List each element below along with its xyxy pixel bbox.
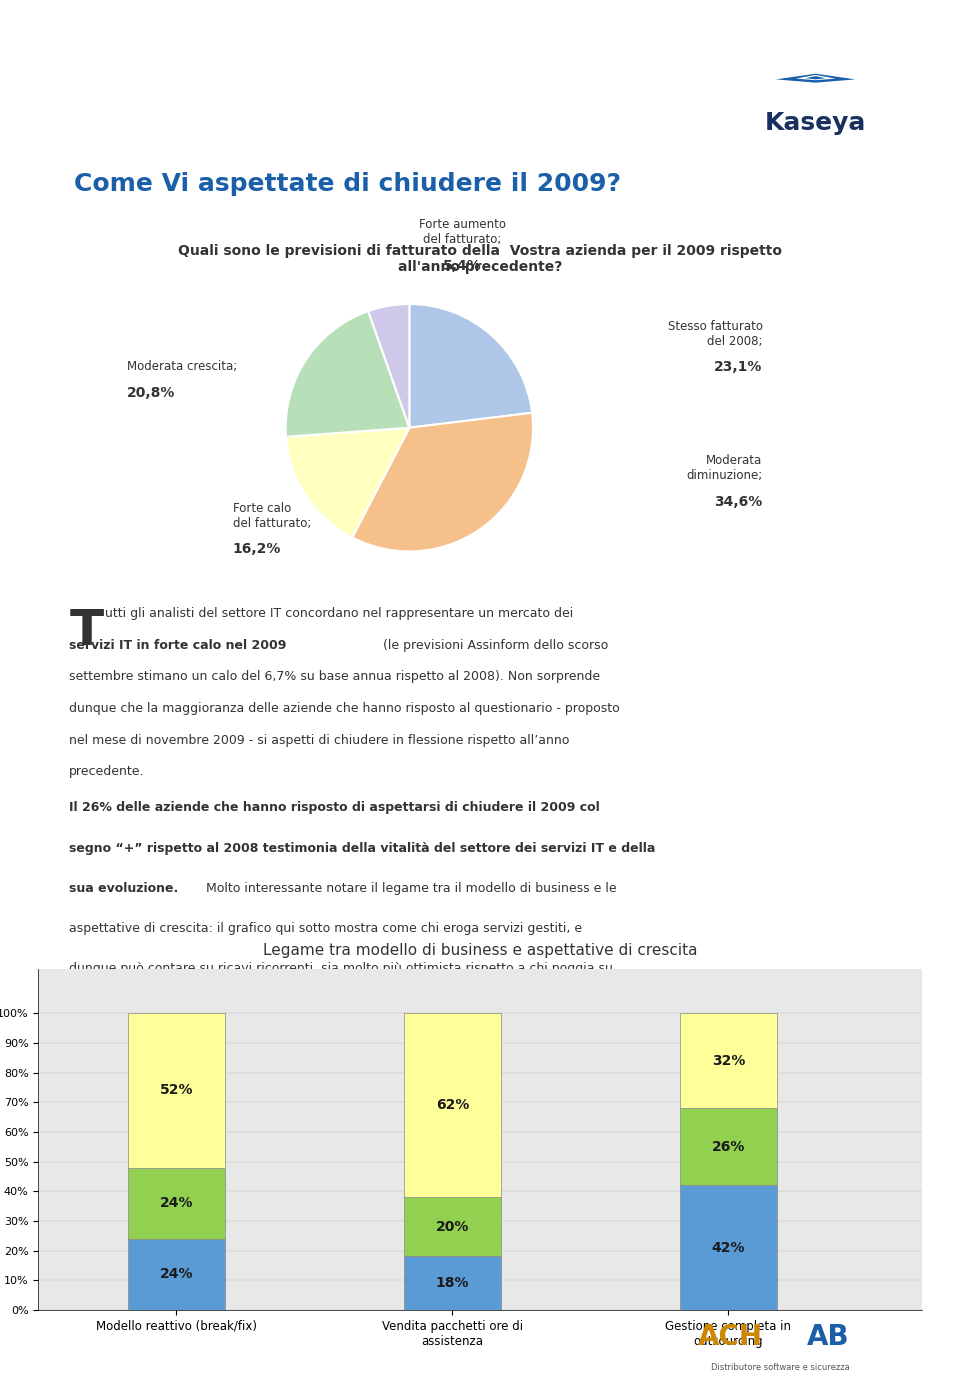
Text: Stesso fatturato
del 2008;: Stesso fatturato del 2008; (667, 320, 762, 348)
Text: 26%: 26% (711, 1140, 745, 1154)
Bar (404, 1257, 501, 1310)
Text: 16,2%: 16,2% (232, 543, 281, 557)
Text: Molto interessante notare il legame tra il modello di business e le: Molto interessante notare il legame tra … (202, 881, 616, 895)
Text: 34,6%: 34,6% (714, 496, 762, 509)
Text: modelli di business tradizionali.: modelli di business tradizionali. (69, 1002, 267, 1015)
Text: utti gli analisti del settore IT concordano nel rappresentare un mercato dei: utti gli analisti del settore IT concord… (105, 607, 573, 619)
Bar (404, 1013, 501, 1197)
Bar (680, 1013, 777, 1108)
Bar (128, 1239, 225, 1310)
Text: 24%: 24% (159, 1267, 193, 1281)
Text: Kaseya: Kaseya (765, 111, 866, 135)
Text: dunque può contare su ricavi ricorrenti, sia molto più ottimista rispetto a chi : dunque può contare su ricavi ricorrenti,… (69, 962, 613, 974)
Polygon shape (776, 74, 855, 82)
Text: dunque che la maggioranza delle aziende che hanno risposto al questionario - pro: dunque che la maggioranza delle aziende … (69, 702, 620, 715)
Text: Come Vi aspettate di chiudere il 2009?: Come Vi aspettate di chiudere il 2009? (74, 173, 621, 196)
Bar (680, 1186, 777, 1310)
Text: Moderata
diminuzione;: Moderata diminuzione; (686, 454, 762, 482)
Text: AB: AB (806, 1324, 850, 1352)
Text: sua evoluzione.: sua evoluzione. (69, 881, 179, 895)
Bar (128, 1013, 225, 1168)
Polygon shape (796, 75, 835, 81)
Text: Distributore software e sicurezza: Distributore software e sicurezza (711, 1363, 850, 1373)
Text: servizi IT in forte calo nel 2009: servizi IT in forte calo nel 2009 (69, 639, 291, 651)
Text: T: T (69, 607, 104, 654)
Text: Forte aumento
del fatturato;: Forte aumento del fatturato; (419, 217, 506, 246)
Text: ACH: ACH (698, 1324, 762, 1352)
Polygon shape (805, 77, 826, 79)
Text: Moderata crescita;: Moderata crescita; (127, 361, 237, 373)
Bar (128, 1168, 225, 1239)
Text: precedente.: precedente. (69, 766, 145, 778)
Text: (le previsioni Assinform dello scorso: (le previsioni Assinform dello scorso (383, 639, 608, 651)
Text: 42%: 42% (711, 1240, 745, 1254)
Text: nel mese di novembre 2009 - si aspetti di chiudere in flessione rispetto all’ann: nel mese di novembre 2009 - si aspetti d… (69, 734, 569, 746)
Text: 32%: 32% (711, 1054, 745, 1068)
Text: 23,1%: 23,1% (714, 361, 762, 374)
Text: 52%: 52% (159, 1083, 193, 1097)
Text: Il 26% delle aziende che hanno risposto di aspettarsi di chiudere il 2009 col: Il 26% delle aziende che hanno risposto … (69, 802, 600, 814)
Text: Forte calo
del fatturato;: Forte calo del fatturato; (232, 501, 311, 529)
Text: 5,4%: 5,4% (443, 259, 482, 273)
Title: Legame tra modello di business e aspettative di crescita: Legame tra modello di business e aspetta… (263, 942, 697, 958)
Text: segno “+” rispetto al 2008 testimonia della vitalità del settore dei servizi IT : segno “+” rispetto al 2008 testimonia de… (69, 842, 656, 855)
Text: 24%: 24% (159, 1196, 193, 1210)
Text: 18%: 18% (436, 1276, 469, 1290)
Text: 20,8%: 20,8% (127, 386, 175, 400)
Text: settembre stimano un calo del 6,7% su base annua rispetto al 2008). Non sorprend: settembre stimano un calo del 6,7% su ba… (69, 671, 600, 683)
Text: 62%: 62% (436, 1098, 469, 1112)
Bar (680, 1108, 777, 1186)
Bar (404, 1197, 501, 1257)
Text: aspettative di crescita: il grafico qui sotto mostra come chi eroga servizi gest: aspettative di crescita: il grafico qui … (69, 922, 583, 934)
Text: Quali sono le previsioni di fatturato della  Vostra azienda per il 2009 rispetto: Quali sono le previsioni di fatturato de… (178, 244, 782, 274)
Text: 20%: 20% (436, 1219, 469, 1233)
